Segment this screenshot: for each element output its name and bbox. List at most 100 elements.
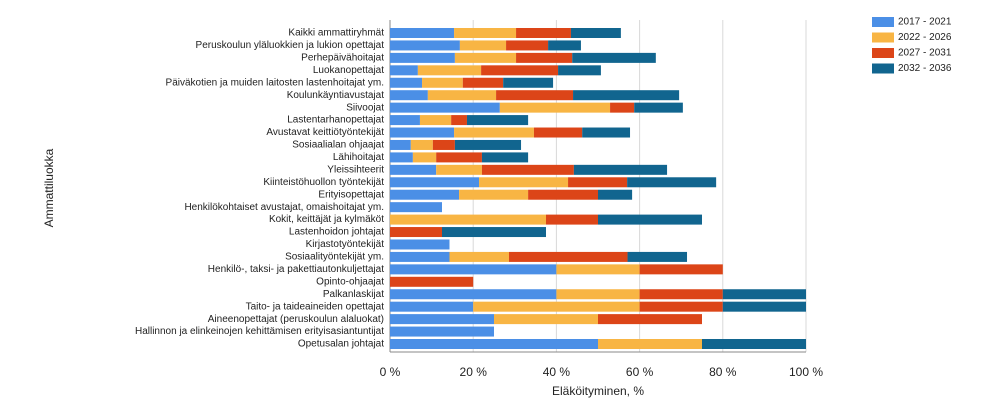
- y-tick-label: Sosiaalityöntekijät ym.: [285, 252, 384, 263]
- bar-segment: [390, 301, 474, 312]
- y-tick-label: Opinto-ohjaajat: [316, 276, 384, 287]
- bar-segment: [390, 164, 437, 175]
- bar-segment: [442, 227, 546, 238]
- bar-segment: [598, 339, 702, 349]
- bar-segment: [702, 339, 806, 349]
- bar-segment: [454, 127, 534, 138]
- bar-segment: [556, 264, 640, 275]
- bar-segment: [417, 65, 482, 76]
- x-tick-label: 80 %: [709, 365, 737, 379]
- y-tick-label: Aineenopettajat (peruskoulun alaluokat): [208, 314, 384, 325]
- bar-segment: [481, 164, 574, 175]
- bar-segment: [627, 251, 688, 262]
- bar-segment: [528, 189, 598, 200]
- bar-segment: [390, 239, 450, 250]
- bar-segment: [454, 139, 522, 150]
- legend-label: 2027 - 2031: [898, 48, 952, 59]
- bar-segment: [639, 301, 723, 312]
- bar-segment: [390, 139, 411, 150]
- y-tick-label: Luokanopettajat: [313, 65, 384, 76]
- bar-segment: [627, 177, 717, 188]
- legend-label: 2022 - 2026: [898, 32, 952, 43]
- bar-segment: [481, 65, 559, 76]
- bar-segment: [390, 52, 455, 63]
- bar-segment: [634, 102, 683, 113]
- bar-segment: [390, 202, 442, 213]
- bar-segment: [390, 276, 474, 287]
- y-tick-label: Hallinnon ja elinkeinojen kehittämisen e…: [135, 326, 384, 337]
- bar-segment: [639, 289, 723, 300]
- legend-swatch: [872, 32, 894, 43]
- bar-segment: [390, 264, 557, 275]
- bar-segment: [459, 189, 529, 200]
- y-tick-label: Peruskoulun yläluokkien ja lukion opetta…: [196, 40, 385, 51]
- bar-segment: [390, 227, 442, 238]
- bar-segment: [556, 289, 640, 300]
- y-tick-label: Päiväkotien ja muiden laitosten lastenho…: [166, 77, 384, 88]
- bar-segment: [390, 326, 494, 337]
- bar-segment: [427, 90, 497, 101]
- bar-segment: [516, 28, 571, 38]
- bar-segment: [516, 52, 573, 63]
- bar-segment: [390, 289, 557, 300]
- bar-segment: [639, 264, 723, 275]
- bar-segment: [479, 177, 569, 188]
- bar-segment: [390, 339, 598, 349]
- bar-segment: [390, 65, 418, 76]
- legend-swatch: [872, 48, 894, 58]
- bar-segment: [390, 77, 423, 88]
- x-tick-label: 20 %: [460, 365, 488, 379]
- x-tick-label: 40 %: [543, 365, 571, 379]
- bar-segment: [390, 102, 500, 113]
- y-tick-label: Opetusalan johtajat: [298, 339, 384, 350]
- bar-segment: [451, 115, 467, 126]
- bar-segment: [466, 115, 529, 126]
- bar-segment: [582, 127, 631, 138]
- bar-segment: [422, 77, 463, 88]
- bar-segment: [503, 77, 554, 88]
- bar-segment: [390, 28, 455, 38]
- bar-segment: [598, 214, 702, 225]
- bar-segment: [481, 152, 529, 163]
- y-axis-label: Ammattiluokka: [42, 148, 56, 227]
- y-tick-label: Henkilökohtaiset avustajat, omaishoitaja…: [184, 202, 384, 213]
- bar-segment: [419, 115, 452, 126]
- bar-segment: [390, 177, 480, 188]
- y-tick-label: Palkanlaskijat: [323, 289, 384, 300]
- bar-segment: [473, 301, 640, 312]
- bar-segment: [436, 164, 482, 175]
- bar-segment: [390, 314, 494, 325]
- bar-segment: [390, 115, 420, 126]
- bar-segment: [722, 289, 806, 300]
- x-tick-label: 100 %: [789, 365, 823, 379]
- y-tick-label: Yleissihteerit: [327, 164, 384, 175]
- bar-segment: [390, 127, 455, 138]
- bar-segment: [432, 139, 455, 150]
- bar-segment: [390, 251, 450, 262]
- bar-segment: [598, 189, 633, 200]
- bar-segment: [494, 314, 598, 325]
- y-tick-label: Kiinteistöhuollon työntekijät: [263, 177, 384, 188]
- bar-segment: [462, 77, 504, 88]
- y-tick-label: Siivoojat: [346, 102, 384, 113]
- y-tick-label: Sosiaalialan ohjaajat: [292, 140, 384, 151]
- x-tick-label: 60 %: [626, 365, 654, 379]
- x-axis-label: Eläköityminen, %: [552, 384, 644, 398]
- legend-swatch: [872, 63, 894, 74]
- bar-segment: [496, 90, 574, 101]
- bar-segment: [390, 90, 428, 101]
- bar-segment: [436, 152, 482, 163]
- bar-segment: [570, 28, 621, 38]
- bar-segment: [548, 40, 581, 51]
- bar-segment: [390, 189, 460, 200]
- bar-segment: [454, 52, 517, 63]
- bar-segment: [573, 164, 668, 175]
- y-tick-label: Kirjastotyöntekijät: [306, 239, 385, 250]
- y-tick-label: Lastentarhanopettajat: [287, 115, 384, 126]
- y-tick-label: Perhepäivähoitajat: [301, 53, 384, 64]
- legend-label: 2032 - 2036: [898, 63, 952, 74]
- bar-segment: [390, 40, 460, 51]
- bar-segment: [610, 102, 635, 113]
- bar-segment: [573, 90, 680, 101]
- bar-segment: [390, 152, 413, 163]
